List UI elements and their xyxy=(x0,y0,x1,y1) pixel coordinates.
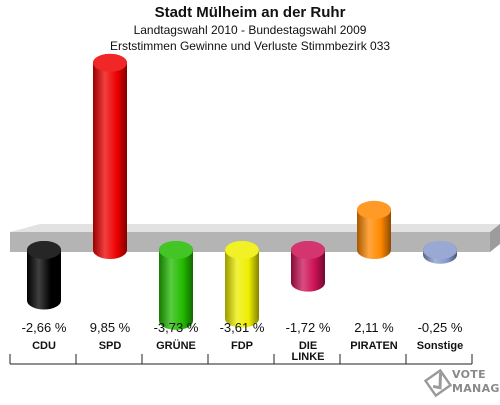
bar-cap xyxy=(93,53,127,72)
bar-cdu xyxy=(27,241,61,310)
category-label: CDU xyxy=(32,340,56,352)
ballot-check-icon xyxy=(423,368,453,398)
vote-manager-logo: VOTE MANAGER xyxy=(423,366,500,400)
bars-group xyxy=(27,53,457,330)
bar-cap xyxy=(27,241,61,259)
category-label: DIE xyxy=(299,340,317,352)
value-label: -2,66 % xyxy=(22,320,67,335)
platform-top xyxy=(10,224,500,232)
bar-spd xyxy=(93,53,127,259)
platform-side xyxy=(490,224,500,252)
bar-cap xyxy=(225,241,259,259)
value-label: 2,11 % xyxy=(354,320,394,335)
category-label: Sonstige xyxy=(417,340,463,352)
category-label: SPD xyxy=(99,340,122,352)
bar-cap xyxy=(423,241,457,259)
value-label: -3,61 % xyxy=(220,320,265,335)
bar-cap xyxy=(357,200,391,219)
logo-text-manager: MANAGER xyxy=(452,382,500,395)
bar-cap xyxy=(291,241,325,259)
bar-fdp xyxy=(225,241,259,328)
value-label: -0,25 % xyxy=(418,320,463,335)
value-label: -3,73 % xyxy=(154,320,199,335)
value-label: 9,85 % xyxy=(90,320,131,335)
chart-title: Stadt Mülheim an der Ruhr xyxy=(154,4,346,21)
bar-grüne xyxy=(159,241,193,330)
chart-subtitle: Landtagswahl 2010 - Bundestagswahl 2009 xyxy=(133,23,367,37)
category-axis xyxy=(9,354,473,365)
value-label: -1,72 % xyxy=(286,320,331,335)
bar-cap xyxy=(159,241,193,259)
category-label: LINKE xyxy=(292,351,325,363)
chart-subtitle-2: Erststimmen Gewinne und Verluste Stimmbe… xyxy=(109,39,391,53)
logo-text-vote: VOTE xyxy=(452,368,486,381)
category-label: PIRATEN xyxy=(350,340,398,352)
labels-group: -2,66 % CDU 9,85 % SPD -3,73 % GRÜNE -3,61 % FD… xyxy=(22,320,464,363)
category-label: GRÜNE xyxy=(156,339,196,352)
category-label: FDP xyxy=(231,340,253,352)
